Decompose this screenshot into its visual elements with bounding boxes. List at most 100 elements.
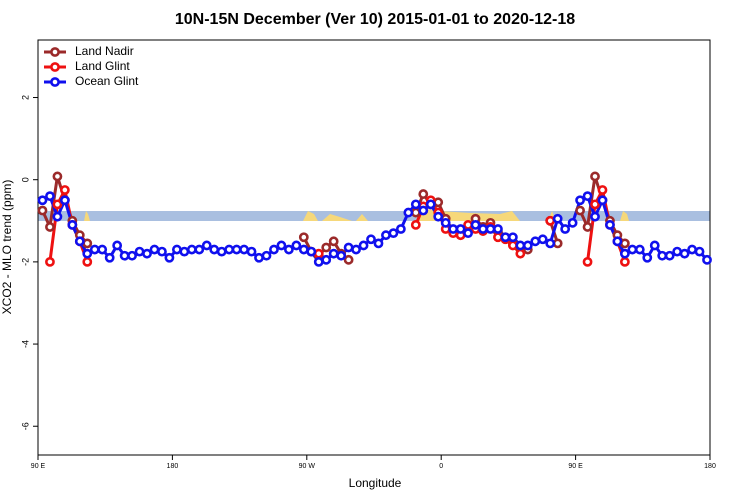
data-point (343, 254, 354, 265)
data-point (560, 224, 571, 234)
x-tick-label: 90 E (31, 463, 46, 470)
data-point (112, 240, 123, 251)
data-point (493, 232, 503, 243)
data-point (649, 240, 660, 251)
y-tick-label: 0 (20, 177, 30, 182)
data-point (619, 238, 630, 249)
data-point (74, 236, 85, 247)
data-point (448, 224, 459, 234)
data-point (597, 195, 608, 206)
data-point (500, 232, 511, 243)
data-point (657, 250, 668, 261)
data-point (664, 250, 675, 261)
data-point (59, 185, 70, 195)
data-point (239, 244, 249, 255)
data-point (276, 240, 287, 251)
data-point (179, 246, 190, 257)
data-point (52, 199, 63, 210)
data-point (321, 242, 332, 253)
data-point (493, 224, 503, 234)
y-tick-label: 2 (20, 95, 30, 100)
data-point (530, 236, 541, 247)
data-point (552, 238, 563, 249)
data-point (567, 217, 578, 228)
data-point (231, 244, 242, 255)
y-axis-label: XCO2 - MLO trend (ppm) (0, 180, 14, 315)
data-point (336, 250, 347, 261)
data-point (605, 220, 615, 230)
data-point (545, 238, 556, 249)
data-point (37, 195, 48, 206)
data-point (687, 244, 697, 255)
data-point (201, 240, 212, 251)
data-point (575, 205, 585, 216)
data-point (381, 230, 391, 241)
data-point (104, 252, 115, 263)
land-patch (303, 211, 368, 221)
legend-marker (50, 77, 60, 87)
data-point (119, 250, 130, 261)
data-point (507, 240, 518, 251)
data-point (672, 246, 683, 257)
data-point (216, 246, 227, 257)
data-point (89, 244, 100, 255)
data-point (37, 205, 48, 216)
data-point (515, 240, 526, 251)
data-point (410, 207, 421, 218)
data-point (522, 240, 533, 251)
data-point (157, 246, 167, 257)
data-point (470, 220, 481, 230)
data-point (582, 222, 593, 232)
data-point (590, 211, 600, 222)
data-point (343, 242, 354, 253)
data-point (433, 197, 444, 208)
data-point (298, 232, 309, 243)
data-point (418, 205, 429, 216)
data-point (440, 217, 451, 228)
data-point (642, 252, 653, 263)
data-point (403, 207, 414, 218)
data-point (702, 254, 712, 265)
data-point (45, 191, 55, 202)
data-point (313, 248, 324, 259)
data-point (209, 244, 220, 255)
data-point (619, 256, 630, 267)
data-point (485, 224, 496, 234)
data-point (590, 171, 600, 182)
data-point (45, 256, 55, 267)
data-point (679, 248, 690, 259)
data-point (246, 246, 257, 257)
data-point (507, 232, 518, 243)
data-point (582, 191, 593, 202)
data-point (97, 244, 108, 255)
data-point (82, 248, 93, 259)
data-point (52, 211, 63, 222)
data-point (694, 246, 705, 257)
data-point (134, 246, 145, 257)
data-point (463, 220, 473, 230)
data-point (171, 244, 182, 255)
legend-marker (50, 62, 60, 72)
data-point (164, 252, 175, 263)
data-point (634, 244, 645, 255)
data-point (67, 220, 78, 230)
data-point (537, 234, 548, 245)
legend-marker (50, 47, 60, 57)
data-point (351, 244, 361, 255)
data-point (186, 244, 197, 255)
data-point (373, 238, 384, 249)
data-point (478, 224, 488, 234)
x-tick-label: 180 (167, 463, 179, 470)
data-point (515, 248, 526, 259)
legend-label: Land Nadir (75, 44, 134, 58)
data-point (82, 256, 93, 267)
data-point (582, 256, 593, 267)
plot (37, 171, 712, 267)
data-point (127, 250, 137, 261)
data-point (418, 189, 429, 199)
data-point (627, 244, 638, 255)
ocean-band (38, 211, 710, 221)
data-point (321, 254, 332, 265)
